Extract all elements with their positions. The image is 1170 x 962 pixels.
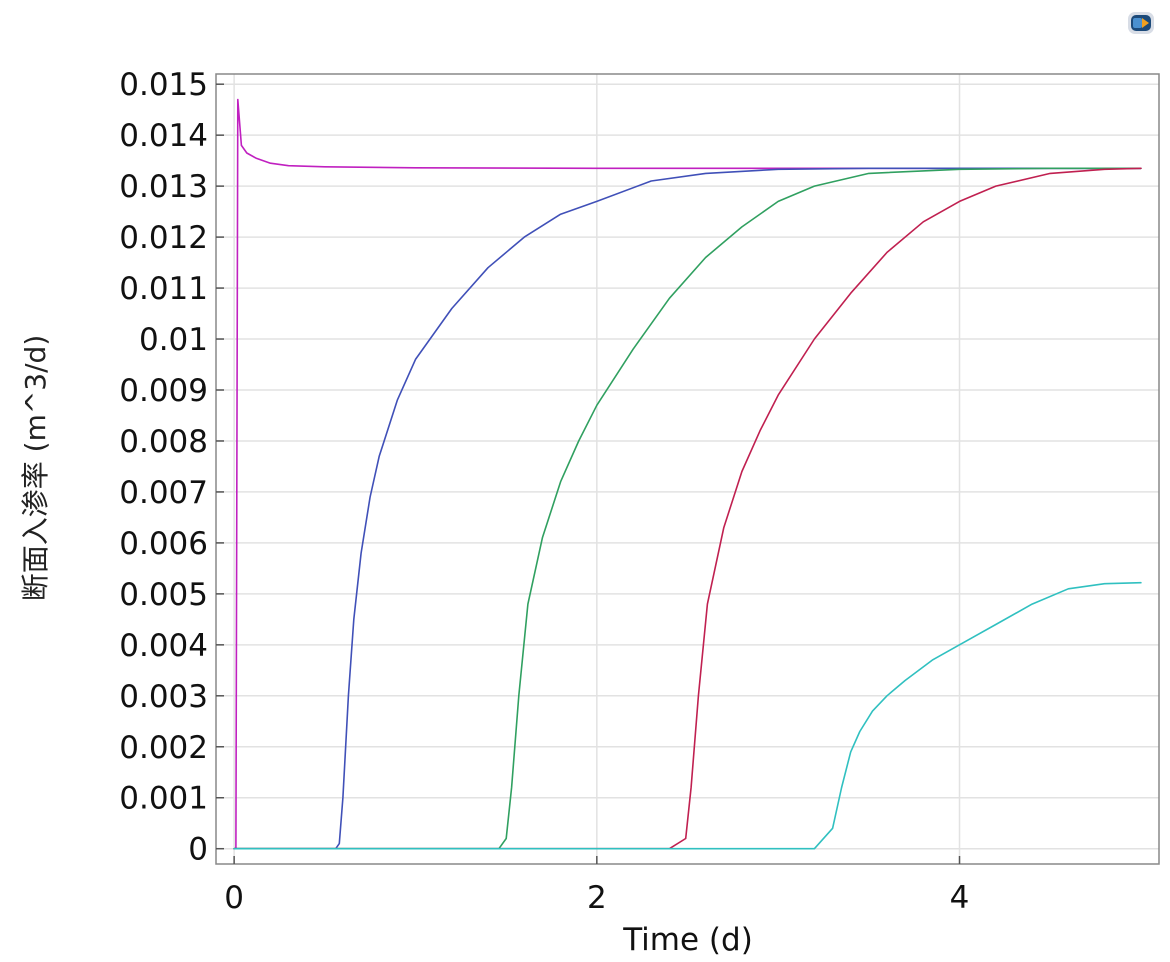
y-tick-label: 0.012 (119, 220, 208, 256)
y-tick-label: 0.003 (119, 679, 208, 715)
plot-area (215, 73, 1160, 865)
y-tick-label: 0.01 (139, 322, 208, 358)
x-tick-label: 4 (950, 880, 970, 916)
y-tick-label: 0.014 (119, 118, 208, 154)
x-tick-label: 2 (587, 880, 607, 916)
y-axis-title: 断面入渗率 (m^3/d) (19, 335, 52, 602)
y-tick-labels: 0 0.001 0.002 0.003 0.004 0.005 0.006 0.007 0.00… (119, 67, 208, 868)
y-tick-label: 0 (188, 832, 208, 868)
series-line-4 (233, 167, 1142, 850)
y-tick-label: 0.015 (119, 67, 208, 103)
series-lines (233, 98, 1142, 850)
y-tick-label: 0.004 (119, 628, 208, 664)
x-tick-labels: 0 2 4 (224, 880, 969, 916)
y-tick-label: 0.011 (119, 271, 208, 307)
y-tick-label: 0.005 (119, 577, 208, 613)
series-line-5 (233, 581, 1142, 850)
series-line-3 (233, 167, 1142, 850)
y-tick-label: 0.001 (119, 781, 208, 817)
x-tick-label: 0 (224, 880, 244, 916)
y-tick-label: 0.002 (119, 730, 208, 766)
comsol-icon (1127, 10, 1155, 36)
y-tick-label: 0.013 (119, 169, 208, 205)
y-tick-label: 0.007 (119, 475, 208, 511)
axes (216, 83, 961, 864)
y-tick-label: 0.009 (119, 373, 208, 409)
series-line-2 (233, 167, 1142, 850)
x-axis-title: Time (d) (622, 922, 753, 958)
series-line-1 (233, 98, 1142, 850)
y-tick-label: 0.008 (119, 424, 208, 460)
grid-lines (216, 74, 1159, 864)
y-tick-label: 0.006 (119, 526, 208, 562)
